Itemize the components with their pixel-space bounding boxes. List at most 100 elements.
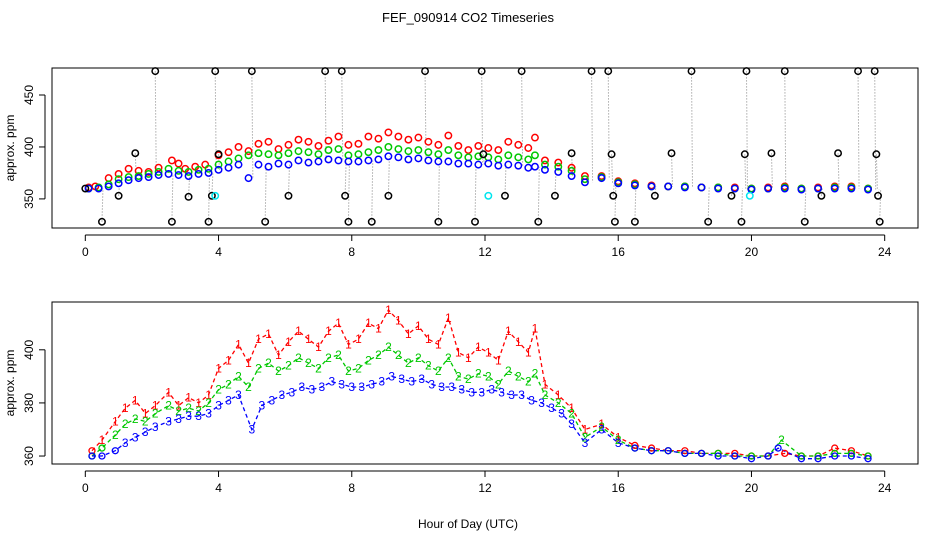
series-label-1: 1 [335,316,342,330]
series-label-1: 1 [99,433,106,447]
top-point-green [124,173,133,182]
series-label-1: 1 [582,422,589,436]
series-label-1: 1 [485,345,492,359]
top-point-blue [504,160,513,169]
series-label-1: 1 [598,417,605,431]
series-label-3: 3 [518,388,525,402]
series-label-1: 1 [275,348,282,362]
series-label-3: 3 [318,380,325,394]
series-label-2: 2 [375,348,382,362]
top-point-green [424,148,433,157]
top-point-blue [514,161,523,170]
top-point-blue [134,174,143,183]
top-point-blue [294,156,303,165]
drop-line [611,154,614,184]
drop-line [591,71,594,183]
top-point-black [479,150,488,159]
top-point-black [344,217,353,226]
top-point-green [554,162,563,171]
top-point-cyan [745,191,754,200]
top-point-black [261,217,270,226]
top-point-blue [714,184,723,193]
top-point-black [501,191,509,200]
top-point-black [650,191,659,200]
series-label-2: 2 [305,356,312,370]
top-point-red [524,144,533,152]
top-point-blue [384,152,393,161]
top-point-red [514,140,523,149]
series-point-1 [731,449,739,458]
top-point-red [364,132,373,141]
top-point-green [154,167,163,176]
top-point-red [274,145,283,153]
top-point-blue [264,162,273,171]
top-panel: approx. ppm 0 4 8 12 16 20 24 350 400 450 [3,67,919,259]
series-label-2: 2 [778,433,785,447]
top-y-tick-label: 350 [22,189,36,209]
drop-line [371,160,374,222]
chart-title: FEF_090914 CO2 Timeseries [382,10,554,25]
top-point-red [531,133,539,142]
series-label-3: 3 [498,385,505,399]
bottom-ylabel: approx. ppm [3,350,17,417]
series-label-3: 3 [328,375,335,389]
top-x-tick-label: 16 [612,245,626,259]
top-point-black [587,67,596,76]
series-label-2: 2 [255,361,262,375]
series-label-3: 3 [235,388,242,402]
top-x-tick-label: 20 [745,245,759,259]
top-point-red [104,174,113,183]
top-point-green [174,166,183,175]
top-point-blue [244,174,253,183]
top-point-red [541,156,549,165]
top-point-green [284,149,293,158]
drop-line [521,71,524,166]
series-label-2: 2 [555,396,562,410]
series-label-1: 1 [425,332,432,346]
series-label-3: 3 [215,399,222,413]
top-point-blue [454,159,463,168]
top-point-blue [274,159,283,168]
drop-line [504,164,507,196]
top-point-black [534,217,543,226]
series-label-1: 1 [112,415,119,429]
top-point-blue [114,179,123,188]
top-point-blue [580,178,589,187]
top-point-green [364,148,373,157]
series-label-2: 2 [445,351,452,365]
top-point-black [567,149,576,158]
top-point-green [114,175,123,184]
series-label-2: 2 [185,401,192,415]
top-point-blue [764,184,773,193]
top-point-black [875,217,884,226]
top-point-black [341,191,350,200]
series-label-3: 3 [165,415,172,429]
drop-line [740,188,743,222]
top-point-black [184,192,193,201]
top-point-black [98,217,106,226]
top-point-blue [814,184,823,193]
top-point-blue [204,168,213,177]
series-label-3: 3 [185,409,192,423]
top-point-blue [797,185,806,194]
series-point-3 [88,452,96,460]
top-point-blue [524,163,533,172]
series-point-3 [731,452,739,460]
series-label-2: 2 [142,415,149,429]
series-label-2: 2 [355,361,362,375]
top-point-blue [567,172,576,181]
top-point-green [334,145,343,153]
series-label-2: 2 [475,367,482,381]
series-point-2 [98,444,106,452]
top-point-blue [464,159,473,168]
series-label-2: 2 [542,388,549,402]
top-point-blue [94,184,103,193]
series-point-3 [681,449,689,458]
drop-line [875,154,878,190]
top-point-black [211,67,220,76]
top-point-black [817,191,826,200]
top-point-blue [164,170,173,178]
drop-line [537,166,540,222]
